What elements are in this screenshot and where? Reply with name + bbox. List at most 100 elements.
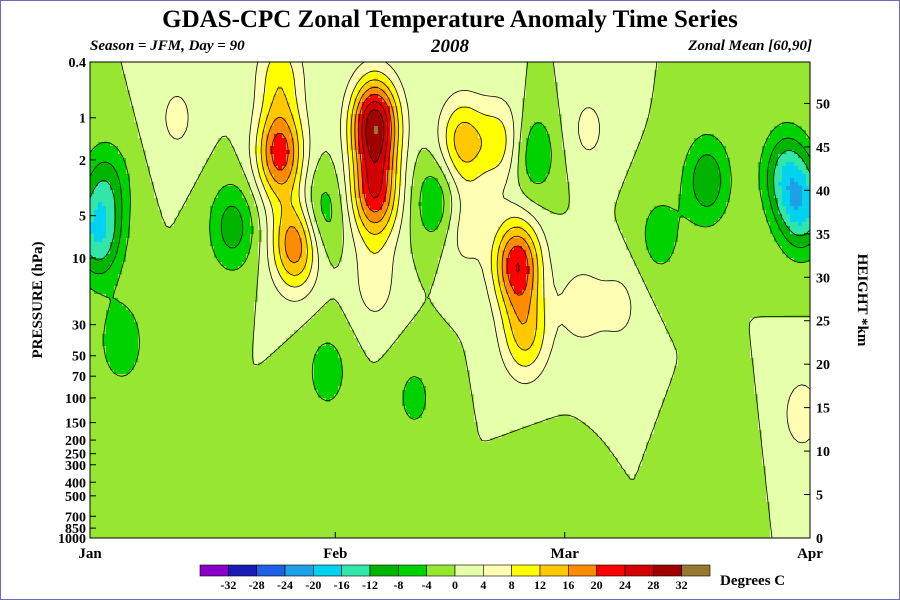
field-cell xyxy=(490,78,495,83)
field-cell xyxy=(582,134,587,139)
field-cell xyxy=(158,114,163,119)
field-cell xyxy=(706,126,711,131)
field-cell xyxy=(770,86,775,91)
field-cell xyxy=(778,126,783,131)
field-cell xyxy=(162,146,167,151)
field-cell xyxy=(678,102,683,107)
field-cell xyxy=(806,78,810,83)
field-cell xyxy=(498,134,503,139)
field-cell xyxy=(698,126,703,131)
field-cell xyxy=(126,122,131,127)
field-cell xyxy=(770,142,775,147)
field-cell xyxy=(254,110,259,115)
field-cell xyxy=(234,114,239,119)
field-cell xyxy=(498,94,503,99)
field-cell xyxy=(794,154,799,159)
field-cell xyxy=(726,82,731,87)
field-cell xyxy=(346,86,351,91)
field-cell xyxy=(162,90,167,95)
field-cell xyxy=(546,126,551,131)
field-cell xyxy=(594,98,599,103)
field-cell xyxy=(794,122,799,127)
field-cell xyxy=(382,134,387,139)
field-cell xyxy=(590,94,595,99)
field-cell xyxy=(554,66,559,71)
field-cell xyxy=(214,122,219,127)
field-cell xyxy=(442,114,447,119)
field-cell xyxy=(162,78,167,83)
field-cell xyxy=(722,166,727,171)
field-cell xyxy=(198,74,203,79)
field-cell xyxy=(690,138,695,143)
field-cell xyxy=(622,94,627,99)
field-cell xyxy=(486,82,491,87)
field-cell xyxy=(598,142,603,147)
field-cell xyxy=(418,154,423,159)
field-cell xyxy=(410,134,415,139)
field-cell xyxy=(102,90,107,95)
field-cell xyxy=(650,166,655,171)
field-cell xyxy=(194,102,199,107)
field-cell xyxy=(122,154,127,159)
field-cell xyxy=(466,70,471,75)
field-cell xyxy=(470,118,475,123)
field-cell xyxy=(566,94,571,99)
field-cell xyxy=(714,66,719,71)
field-cell xyxy=(414,70,419,75)
field-cell xyxy=(738,122,743,127)
field-cell xyxy=(798,130,803,135)
field-cell xyxy=(206,134,211,139)
field-cell xyxy=(746,122,751,127)
field-cell xyxy=(582,70,587,75)
field-cell xyxy=(646,134,651,139)
field-cell xyxy=(630,78,635,83)
field-cell xyxy=(394,90,399,95)
field-cell xyxy=(802,122,807,127)
field-cell xyxy=(366,130,371,135)
field-cell xyxy=(370,126,375,131)
field-cell xyxy=(450,154,455,159)
field-cell xyxy=(186,86,191,91)
field-cell xyxy=(414,86,419,91)
field-cell xyxy=(798,162,803,167)
field-cell xyxy=(154,154,159,159)
field-cell xyxy=(722,162,727,167)
field-cell xyxy=(418,170,423,175)
field-cell xyxy=(198,154,203,159)
field-cell xyxy=(806,162,810,167)
field-cell xyxy=(406,122,411,127)
field-cell xyxy=(122,138,127,143)
field-cell xyxy=(758,110,763,115)
field-cell xyxy=(726,90,731,95)
field-cell xyxy=(330,114,335,119)
field-cell xyxy=(562,126,567,131)
field-cell xyxy=(566,138,571,143)
field-cell xyxy=(250,142,255,147)
field-cell xyxy=(310,66,315,71)
field-cell xyxy=(542,66,547,71)
field-cell xyxy=(466,102,471,107)
field-cell xyxy=(274,166,279,171)
field-cell xyxy=(334,98,339,103)
field-cell xyxy=(286,170,291,175)
field-cell xyxy=(606,102,611,107)
field-cell xyxy=(650,98,655,103)
field-cell xyxy=(350,126,355,131)
field-cell xyxy=(146,82,151,87)
field-cell xyxy=(374,150,379,155)
field-cell xyxy=(226,142,231,147)
field-cell xyxy=(318,82,323,87)
field-cell xyxy=(566,126,571,131)
field-cell xyxy=(158,146,163,151)
field-cell xyxy=(754,150,759,155)
field-cell xyxy=(374,86,379,91)
field-cell xyxy=(378,134,383,139)
field-cell xyxy=(746,102,751,107)
field-cell xyxy=(802,114,807,119)
field-cell xyxy=(154,102,159,107)
field-cell xyxy=(482,162,487,167)
field-cell xyxy=(98,114,103,119)
field-cell xyxy=(102,86,107,91)
field-cell xyxy=(170,62,175,67)
field-cell xyxy=(278,134,283,139)
